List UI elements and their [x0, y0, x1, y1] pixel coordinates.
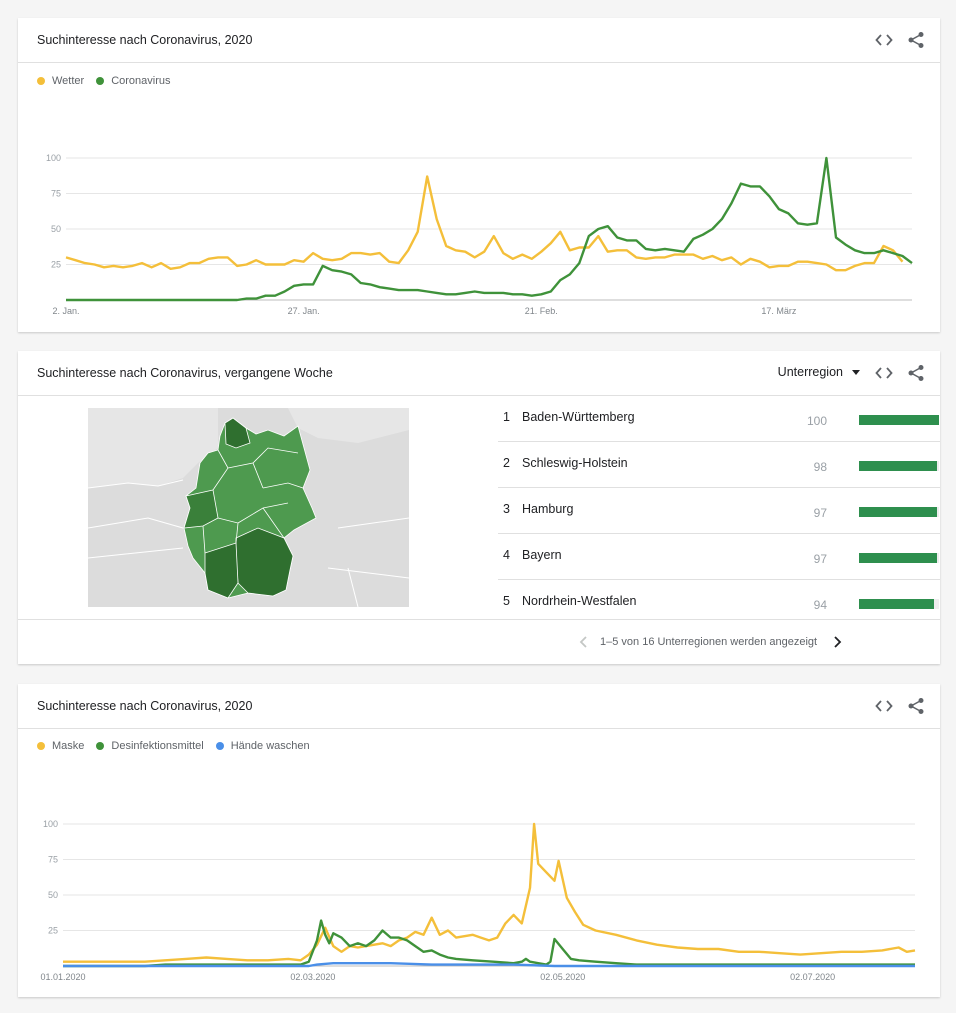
- map-sea-area: [88, 408, 218, 488]
- x-tick-label: 02.07.2020: [790, 972, 835, 982]
- legend-item-maske[interactable]: Maske: [37, 740, 84, 752]
- value-bar: [859, 415, 939, 425]
- share-icon[interactable]: [907, 364, 925, 382]
- region-name: Bayern: [522, 548, 562, 562]
- card-header: Suchinteresse nach Coronavirus, vergange…: [18, 351, 940, 396]
- dropdown-label: Unterregion: [777, 365, 843, 379]
- chevron-left-icon[interactable]: [576, 633, 592, 651]
- value-bar: [859, 553, 939, 563]
- region-name: Nordrhein-Westfalen: [522, 594, 637, 608]
- embed-code-icon[interactable]: [875, 31, 893, 49]
- germany-region-map[interactable]: [88, 408, 409, 607]
- value-bar: [859, 461, 939, 471]
- y-tick-label: 75: [48, 855, 58, 865]
- card-title: Suchinteresse nach Coronavirus, vergange…: [37, 366, 333, 380]
- region-level-dropdown[interactable]: Unterregion: [778, 365, 860, 379]
- share-icon[interactable]: [907, 697, 925, 715]
- series-line-desinfektionsmittel: [63, 919, 915, 968]
- list-item[interactable]: 5 Nordrhein-Westfalen 94: [498, 580, 940, 625]
- legend-label: Desinfektionsmittel: [111, 740, 204, 752]
- region-name: Baden-Württemberg: [522, 410, 635, 424]
- x-tick-label: 2. Jan.: [52, 306, 79, 316]
- caret-down-icon: [852, 369, 860, 375]
- share-icon[interactable]: [907, 31, 925, 49]
- y-tick-label: 50: [51, 224, 61, 234]
- value-bar: [859, 507, 939, 517]
- legend-label: Hände waschen: [230, 740, 310, 752]
- card-header: Suchinteresse nach Coronavirus, 2020: [18, 684, 940, 729]
- series-line-h-nde-waschen: [63, 962, 915, 968]
- list-item[interactable]: 3 Hamburg 97: [498, 488, 940, 534]
- x-tick-label: 01.01.2020: [40, 972, 85, 982]
- rank-number: 4: [503, 548, 510, 562]
- list-item[interactable]: 1 Baden-Württemberg 100: [498, 396, 940, 442]
- rank-number: 1: [503, 410, 510, 424]
- y-tick-label: 75: [51, 189, 61, 199]
- map-region-bayern[interactable]: [235, 527, 294, 597]
- line-chart-maske-desinfektion: 25 50 75 100 01.01.2020 02.03.2020 02.05.2020 0…: [40, 819, 916, 982]
- series-line-wetter: [65, 175, 904, 272]
- list-item[interactable]: 2 Schleswig-Holstein 98: [498, 442, 940, 488]
- region-value: 97: [813, 506, 827, 520]
- interest-over-time-card: Suchinteresse nach Coronavirus, 2020 Mas…: [18, 684, 940, 997]
- interest-over-time-card: Suchinteresse nach Coronavirus, 2020 Wet…: [18, 18, 940, 332]
- x-tick-label: 02.05.2020: [540, 972, 585, 982]
- chart-legend: Maske Desinfektionsmittel Hände waschen: [37, 740, 310, 752]
- chart-legend: Wetter Coronavirus: [37, 75, 171, 87]
- y-tick-label: 25: [48, 926, 58, 936]
- legend-item-desinfektionsmittel[interactable]: Desinfektionsmittel: [96, 740, 204, 752]
- map-region-baden-wuerttemberg[interactable]: [204, 542, 239, 599]
- pagination-text: 1–5 von 16 Unterregionen werden angezeig…: [600, 636, 818, 648]
- legend-item-coronavirus[interactable]: Coronavirus: [96, 75, 171, 87]
- card-header: Suchinteresse nach Coronavirus, 2020: [18, 18, 940, 63]
- region-value: 100: [806, 414, 827, 428]
- rank-number: 3: [503, 502, 510, 516]
- list-item[interactable]: 4 Bayern 97: [498, 534, 940, 580]
- region-ranking-list: 1 Baden-Württemberg 100 2 Schleswig-Hols…: [498, 396, 940, 625]
- embed-code-icon[interactable]: [875, 364, 893, 382]
- y-tick-label: 100: [43, 819, 58, 829]
- x-tick-label: 17. März: [761, 306, 797, 316]
- x-tick-label: 27. Jan.: [288, 306, 320, 316]
- legend-label: Wetter: [52, 75, 85, 87]
- region-value: 98: [813, 460, 827, 474]
- line-chart-wetter-coronavirus: 25 50 75 100 2. Jan. 27. Jan. 21. Feb. 17. März: [46, 153, 913, 316]
- legend-label: Coronavirus: [111, 75, 171, 87]
- pagination: 1–5 von 16 Unterregionen werden angezeig…: [18, 619, 940, 665]
- card-title: Suchinteresse nach Coronavirus, 2020: [37, 699, 253, 713]
- embed-code-icon[interactable]: [875, 697, 893, 715]
- interest-by-region-card: Suchinteresse nach Coronavirus, vergange…: [18, 351, 940, 664]
- x-tick-label: 21. Feb.: [525, 306, 558, 316]
- x-tick-label: 02.03.2020: [290, 972, 335, 982]
- y-tick-label: 50: [48, 890, 58, 900]
- map-region-schleswig-holstein[interactable]: [224, 417, 251, 449]
- rank-number: 2: [503, 456, 510, 470]
- region-value: 97: [813, 552, 827, 566]
- chevron-right-icon[interactable]: [829, 633, 845, 651]
- rank-number: 5: [503, 594, 510, 608]
- y-tick-label: 100: [46, 153, 61, 163]
- map-sea-area: [288, 408, 409, 443]
- legend-item-wetter[interactable]: Wetter: [37, 75, 84, 87]
- region-name: Hamburg: [522, 502, 574, 516]
- legend-item-haende-waschen[interactable]: Hände waschen: [215, 740, 310, 752]
- region-value: 94: [813, 598, 827, 612]
- series-line-maske: [63, 822, 916, 963]
- series-line-coronavirus: [66, 156, 913, 302]
- region-name: Schleswig-Holstein: [522, 456, 628, 470]
- card-title: Suchinteresse nach Coronavirus, 2020: [37, 33, 253, 47]
- legend-label: Maske: [52, 740, 85, 752]
- value-bar: [859, 599, 939, 609]
- y-tick-label: 25: [51, 260, 61, 270]
